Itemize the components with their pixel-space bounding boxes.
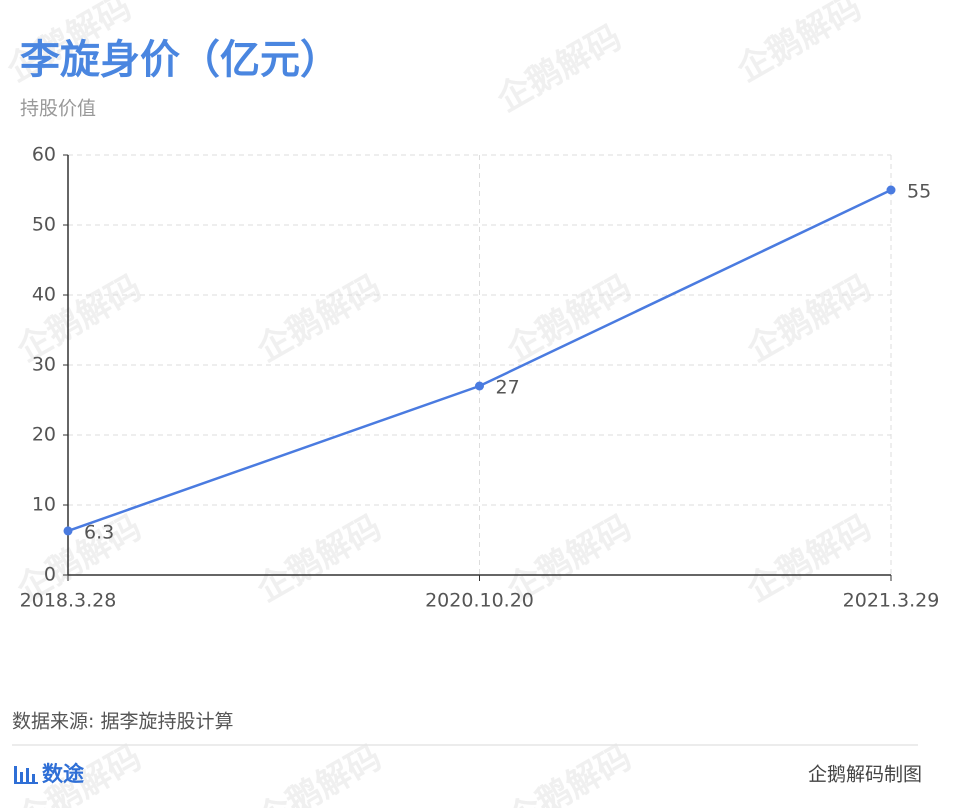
data-label: 6.3 (84, 521, 114, 543)
watermark: 企鹅解码 (490, 17, 628, 120)
brand-icon (14, 766, 38, 784)
point (886, 185, 896, 195)
point (475, 381, 484, 391)
y-tick-label: 10 (32, 494, 56, 516)
watermark: 企鹅解码 (500, 267, 638, 370)
source-note: 数据来源: 据李旋持股计算 (12, 711, 233, 733)
watermark: 企鹅解码 (250, 507, 388, 610)
x-tick-label: 2021.3.29 (843, 590, 940, 612)
brand: 数途 (42, 762, 85, 786)
x-tick-label: 2018.3.28 (20, 590, 117, 612)
y-tick-label: 0 (44, 564, 56, 586)
y-tick-label: 30 (32, 354, 56, 376)
watermark: 企鹅解码 (740, 267, 878, 370)
data-label: 55 (907, 181, 931, 203)
point (63, 526, 73, 536)
y-tick-label: 40 (32, 284, 56, 306)
x-tick-label: 2020.10.20 (425, 590, 534, 612)
credit: 企鹅解码制图 (808, 764, 922, 786)
watermark: 企鹅解码 (730, 0, 868, 90)
chart-title: 李旋身价（亿元） (20, 37, 340, 83)
watermark: 企鹅解码 (500, 737, 638, 808)
watermark: 企鹅解码 (250, 737, 388, 808)
y-tick-label: 50 (32, 214, 56, 236)
watermark: 企鹅解码 (250, 267, 388, 370)
chart-subtitle: 持股价值 (20, 98, 96, 120)
y-tick-label: 20 (32, 424, 56, 446)
data-label: 27 (496, 377, 520, 399)
y-tick-label: 60 (32, 144, 56, 166)
